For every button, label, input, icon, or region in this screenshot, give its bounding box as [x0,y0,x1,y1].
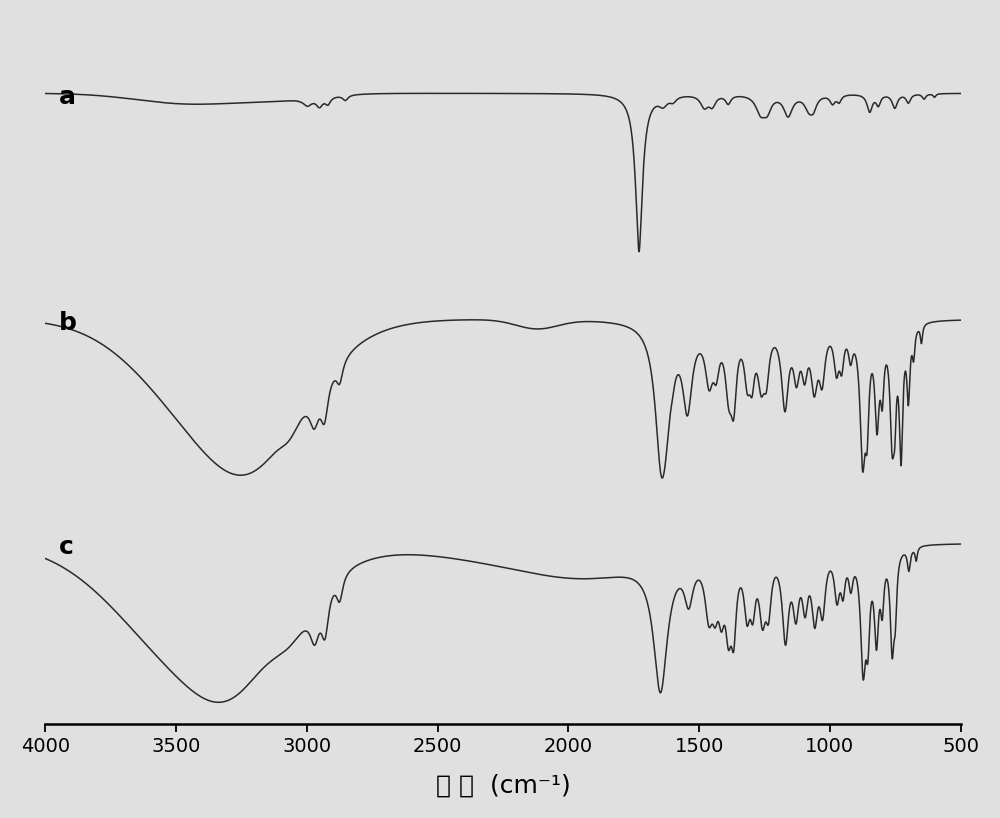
X-axis label: 波 数  (cm⁻¹): 波 数 (cm⁻¹) [436,773,570,798]
Text: b: b [58,311,76,335]
Text: a: a [58,84,75,109]
Text: c: c [58,535,73,560]
